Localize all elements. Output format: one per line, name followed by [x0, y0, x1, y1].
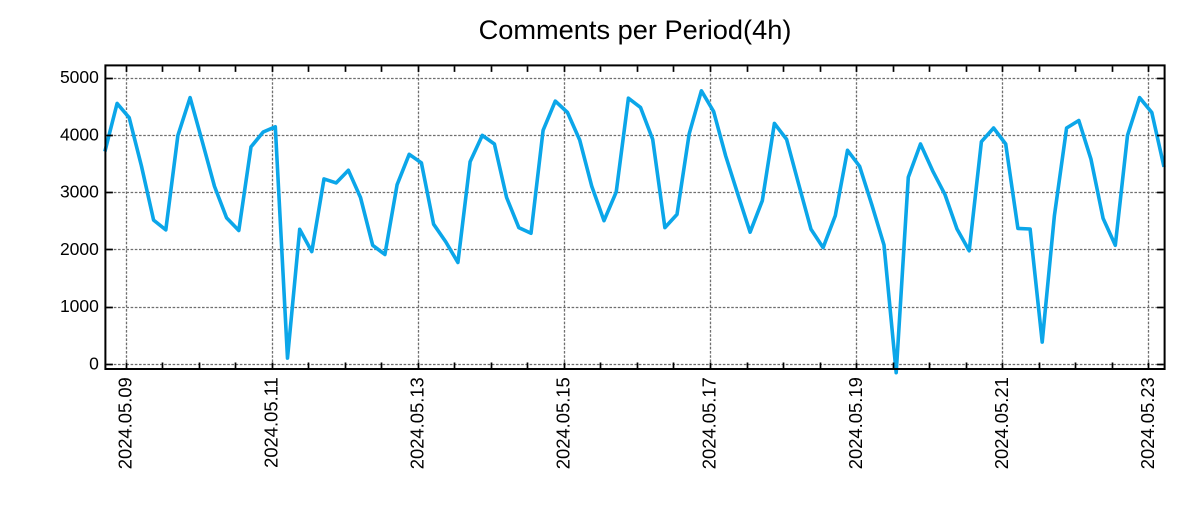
svg-text:2024.05.21: 2024.05.21: [991, 377, 1012, 469]
svg-text:2024.05.15: 2024.05.15: [553, 377, 574, 469]
svg-text:2024.05.13: 2024.05.13: [407, 377, 428, 469]
svg-text:0: 0: [89, 353, 99, 373]
svg-text:2024.05.09: 2024.05.09: [114, 377, 135, 469]
svg-text:1000: 1000: [60, 296, 99, 316]
svg-text:2024.05.19: 2024.05.19: [845, 377, 866, 469]
svg-text:2024.05.23: 2024.05.23: [1137, 377, 1158, 469]
svg-text:3000: 3000: [60, 182, 99, 202]
svg-text:2024.05.17: 2024.05.17: [699, 377, 720, 469]
svg-text:Comments per Period(4h): Comments per Period(4h): [479, 14, 792, 45]
svg-text:5000: 5000: [60, 67, 99, 87]
svg-text:2000: 2000: [60, 239, 99, 259]
svg-text:4000: 4000: [60, 124, 99, 144]
svg-text:2024.05.11: 2024.05.11: [260, 377, 281, 468]
